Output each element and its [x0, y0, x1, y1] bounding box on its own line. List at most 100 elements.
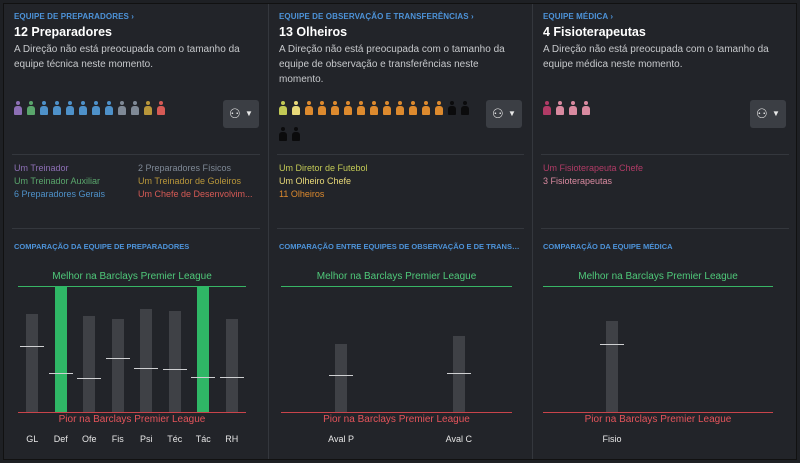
person-filter-icon: ⚇: [229, 106, 241, 121]
chart-bar-fisio[interactable]: [606, 321, 618, 412]
x-axis-label: Def: [53, 434, 68, 444]
scouts-chart-title: COMPARAÇÃO ENTRE EQUIPES DE OBSERVAÇÃO E…: [279, 242, 523, 251]
person-icon: [461, 101, 469, 117]
role-label: Um Diretor de Futebol: [279, 163, 368, 173]
role-label: Um Treinador de Goleiros: [138, 176, 242, 186]
role-label: Um Fisioterapeuta Chefe: [543, 163, 644, 173]
coaches-chart: Melhor na Barclays Premier League GL Def Of…: [4, 264, 268, 459]
role-label: 6 Preparadores Gerais: [14, 189, 106, 199]
medical-link[interactable]: EQUIPE MÉDICA ›: [543, 12, 614, 21]
worst-label: Pior na Barclays Premier League: [58, 414, 206, 425]
worst-line: [281, 412, 512, 413]
chart-bar-psi[interactable]: [140, 308, 153, 412]
worst-line: [543, 412, 773, 413]
chevron-right-icon: ›: [131, 12, 135, 21]
coaches-link[interactable]: EQUIPE DE PREPARADORES ›: [14, 12, 135, 21]
divider: [277, 154, 524, 155]
person-icon: [344, 101, 352, 117]
coaches-description: A Direção não está preocupada com o tama…: [14, 44, 240, 70]
chart-bar-def[interactable]: [54, 286, 67, 412]
best-line: [18, 286, 246, 287]
person-icon: [409, 101, 417, 117]
person-icon: [118, 101, 126, 117]
average-marker: [219, 376, 244, 378]
person-icon: [383, 101, 391, 117]
scouts-link[interactable]: EQUIPE DE OBSERVAÇÃO E TRANSFERÊNCIAS ›: [279, 12, 474, 21]
person-icon: [292, 101, 300, 117]
coaches-people: [14, 101, 214, 127]
divider: [12, 154, 260, 155]
chevron-down-icon: ▼: [508, 109, 516, 118]
x-axis-label: Aval P: [328, 434, 354, 444]
person-icon: [305, 101, 313, 117]
person-icon: [66, 101, 74, 117]
person-icon: [569, 101, 577, 117]
medical-filter-dropdown[interactable]: ⚇ ▼: [750, 100, 786, 128]
person-icon: [279, 101, 287, 117]
chart-bar-fis[interactable]: [111, 318, 124, 412]
x-axis-label: Téc: [167, 434, 183, 444]
chevron-right-icon: ›: [470, 12, 474, 21]
coaches-title: 12 Preparadores: [14, 25, 112, 39]
average-marker: [162, 369, 187, 371]
person-filter-icon: ⚇: [492, 106, 504, 121]
divider: [277, 228, 524, 229]
person-icon: [435, 101, 443, 117]
average-marker: [191, 376, 216, 378]
medical-chart-title: COMPARAÇÃO DA EQUIPE MÉDICA: [543, 242, 673, 251]
person-icon: [40, 101, 48, 117]
average-marker: [48, 372, 73, 374]
coaches-roles-left: Um Treinador Um Treinador Auxiliar 6 Prepa…: [14, 162, 134, 201]
coaches-filter-dropdown[interactable]: ⚇ ▼: [223, 100, 259, 128]
average-marker: [446, 372, 471, 374]
role-label: Um Chefe de Desenvolvim...: [138, 189, 253, 199]
staff-overview: EQUIPE DE PREPARADORES › 12 Preparadores…: [3, 3, 797, 460]
medical-chart: Melhor na Barclays Premier League Fisio Pi…: [533, 264, 797, 459]
average-marker: [105, 357, 130, 359]
chevron-right-icon: ›: [610, 12, 614, 21]
chart-bar-tác[interactable]: [197, 286, 210, 412]
medical-people: [543, 101, 743, 127]
scouts-description: A Direção não está preocupada com o tama…: [279, 44, 505, 85]
role-label: 11 Olheiros: [279, 189, 325, 199]
chart-bar-aval-p[interactable]: [335, 343, 348, 412]
panel-separator: [532, 4, 533, 459]
role-label: Um Treinador: [14, 163, 69, 173]
x-axis-label: Aval C: [445, 434, 473, 444]
scouts-filter-dropdown[interactable]: ⚇ ▼: [486, 100, 522, 128]
x-axis-label: Psi: [139, 434, 153, 444]
divider: [12, 228, 260, 229]
person-icon: [543, 101, 551, 117]
best-label: Melhor na Barclays Premier League: [52, 271, 212, 282]
chart-bar-gl[interactable]: [26, 313, 39, 412]
average-marker: [77, 377, 102, 379]
person-icon: [396, 101, 404, 117]
person-icon: [14, 101, 22, 117]
coaches-chart-title: COMPARAÇÃO DA EQUIPE DE PREPARADORES: [14, 242, 190, 251]
medical-description: A Direção não está preocupada com o tama…: [543, 44, 769, 70]
panel-separator: [268, 4, 269, 459]
chart-bar-ofe[interactable]: [83, 316, 96, 412]
person-icon: [318, 101, 326, 117]
person-icon: [331, 101, 339, 117]
divider: [541, 154, 789, 155]
x-axis-label: Fisio: [602, 434, 622, 444]
average-marker: [329, 375, 354, 377]
best-label: Melhor na Barclays Premier League: [316, 271, 477, 282]
divider: [541, 228, 789, 229]
role-label: Um Olheiro Chefe: [279, 176, 352, 186]
chart-bar-téc[interactable]: [168, 311, 181, 412]
person-icon: [292, 127, 300, 143]
medical-title: 4 Fisioterapeutas: [543, 25, 646, 39]
role-label: 2 Preparadores Físicos: [138, 163, 232, 173]
person-icon: [105, 101, 113, 117]
scouts-chart: Melhor na Barclays Premier League Aval P A…: [269, 264, 533, 459]
chart-bar-aval-c[interactable]: [452, 336, 465, 412]
person-icon: [53, 101, 61, 117]
person-icon: [144, 101, 152, 117]
x-axis-label: Tác: [195, 434, 211, 444]
person-icon: [582, 101, 590, 117]
person-icon: [27, 101, 35, 117]
person-icon: [448, 101, 456, 117]
chart-bar-rh[interactable]: [225, 318, 238, 412]
